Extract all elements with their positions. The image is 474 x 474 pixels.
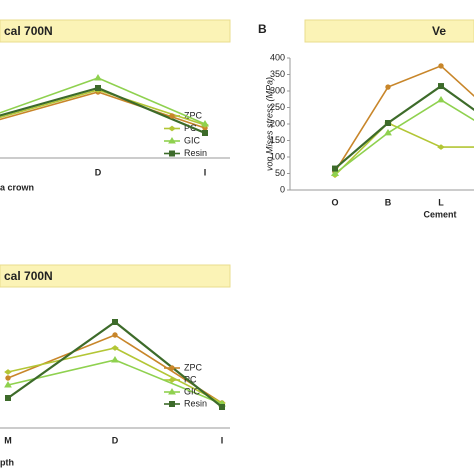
- marker: [385, 120, 391, 127]
- marker: [111, 345, 119, 351]
- marker: [438, 83, 444, 90]
- legend-marker: [169, 150, 175, 157]
- legend-label: Resin: [184, 148, 207, 158]
- legend-label: Resin: [184, 398, 207, 408]
- x-axis-label: Cement: [423, 209, 456, 219]
- y-tick-label: 50: [275, 168, 285, 178]
- y-tick-label: 100: [270, 151, 285, 161]
- legend-marker: [168, 377, 176, 383]
- marker: [95, 85, 101, 91]
- marker: [385, 84, 391, 90]
- x-tick-label: M: [4, 435, 12, 445]
- legend-label: ZPC: [184, 362, 203, 372]
- marker: [111, 356, 119, 363]
- marker: [331, 169, 339, 176]
- x-axis-label: a crown: [0, 182, 34, 192]
- y-tick-label: 400: [270, 52, 285, 62]
- x-tick-label: D: [95, 167, 102, 177]
- title-banner: [304, 19, 474, 43]
- y-tick-label: 350: [270, 69, 285, 79]
- marker: [112, 319, 118, 325]
- marker: [201, 120, 209, 127]
- legend-marker: [168, 137, 176, 144]
- y-tick-label: 300: [270, 85, 285, 95]
- marker: [438, 63, 444, 69]
- marker: [4, 381, 12, 388]
- x-tick-label: B: [385, 197, 392, 207]
- series-line: [334, 122, 474, 176]
- marker: [5, 395, 11, 401]
- legend-label: PC: [184, 374, 197, 384]
- legend-marker: [169, 401, 175, 407]
- title-banner: [0, 264, 231, 288]
- series-line: [334, 84, 474, 170]
- y-axis-label: von Mises stress (MPa): [264, 77, 274, 171]
- chart-title: Ve: [432, 24, 446, 38]
- chart-title: cal 700N: [4, 24, 53, 38]
- x-tick-label: I: [204, 167, 207, 177]
- panel: Ve B 0 50 100 150 200 250 300 350 400 O B L Cement von …: [258, 19, 474, 219]
- marker: [202, 130, 208, 136]
- series-line: [334, 64, 474, 173]
- chart-title: cal 700N: [4, 269, 53, 283]
- marker: [5, 375, 11, 381]
- title-banner: [0, 19, 231, 43]
- marker: [437, 144, 445, 150]
- x-tick-label: O: [331, 197, 338, 207]
- legend-label: GIC: [184, 386, 201, 396]
- y-tick-label: 250: [270, 102, 285, 112]
- y-tick-label: 200: [270, 118, 285, 128]
- legend-label: GIC: [184, 135, 201, 145]
- marker: [219, 404, 225, 410]
- marker: [384, 128, 392, 136]
- x-tick-label: D: [112, 435, 119, 445]
- marker: [437, 95, 445, 103]
- legend-label: ZPC: [184, 110, 203, 120]
- legend-marker: [169, 113, 175, 119]
- x-tick-label: L: [438, 197, 444, 207]
- legend-marker: [169, 365, 175, 371]
- y-tick-label: 150: [270, 135, 285, 145]
- legend-marker: [168, 388, 176, 395]
- legend-marker: [168, 125, 176, 132]
- marker: [112, 332, 118, 338]
- marker: [4, 369, 12, 375]
- y-tick-label: 0: [280, 184, 285, 194]
- x-axis-label: pth: [0, 457, 14, 467]
- x-tick-label: I: [221, 435, 224, 445]
- marker: [94, 74, 102, 81]
- series-line: [334, 98, 474, 175]
- panel-label: B: [258, 22, 267, 36]
- marker: [332, 165, 338, 172]
